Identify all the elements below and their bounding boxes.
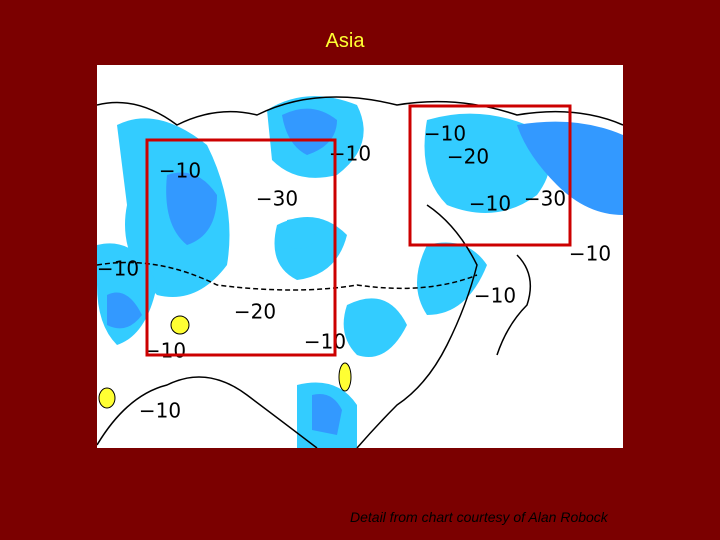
contour-label: −30 xyxy=(524,187,566,211)
highlight-box xyxy=(145,138,337,357)
caption: Detail from chart courtesy of Alan Roboc… xyxy=(350,509,608,525)
contour-labels: −10−10−10−20−30 −10 −30−10−10−20−10−10 −10−… xyxy=(97,122,611,423)
coastlines xyxy=(97,96,623,448)
contour-label: −30 xyxy=(256,187,298,211)
contour-label: −10 xyxy=(424,122,466,146)
contour-label: −10 xyxy=(304,330,346,354)
slide-title: Asia xyxy=(325,30,365,52)
contour-label: −10 xyxy=(469,192,511,216)
highlight-box xyxy=(408,104,572,247)
map: −10−10−10−20−30 −10 −30−10−10−20−10−10 −10−… xyxy=(97,65,623,448)
contour-label: −10 xyxy=(474,284,516,308)
contour-label: −20 xyxy=(447,145,489,169)
contour-label: −10 xyxy=(139,399,181,423)
contour-label: −10 xyxy=(569,242,611,266)
contour-label: −10 xyxy=(144,339,186,363)
contour-label: −20 xyxy=(234,300,276,324)
contour-label: −10 xyxy=(159,159,201,183)
anomaly-shading xyxy=(97,96,623,448)
contour-label: −10 xyxy=(97,257,139,281)
